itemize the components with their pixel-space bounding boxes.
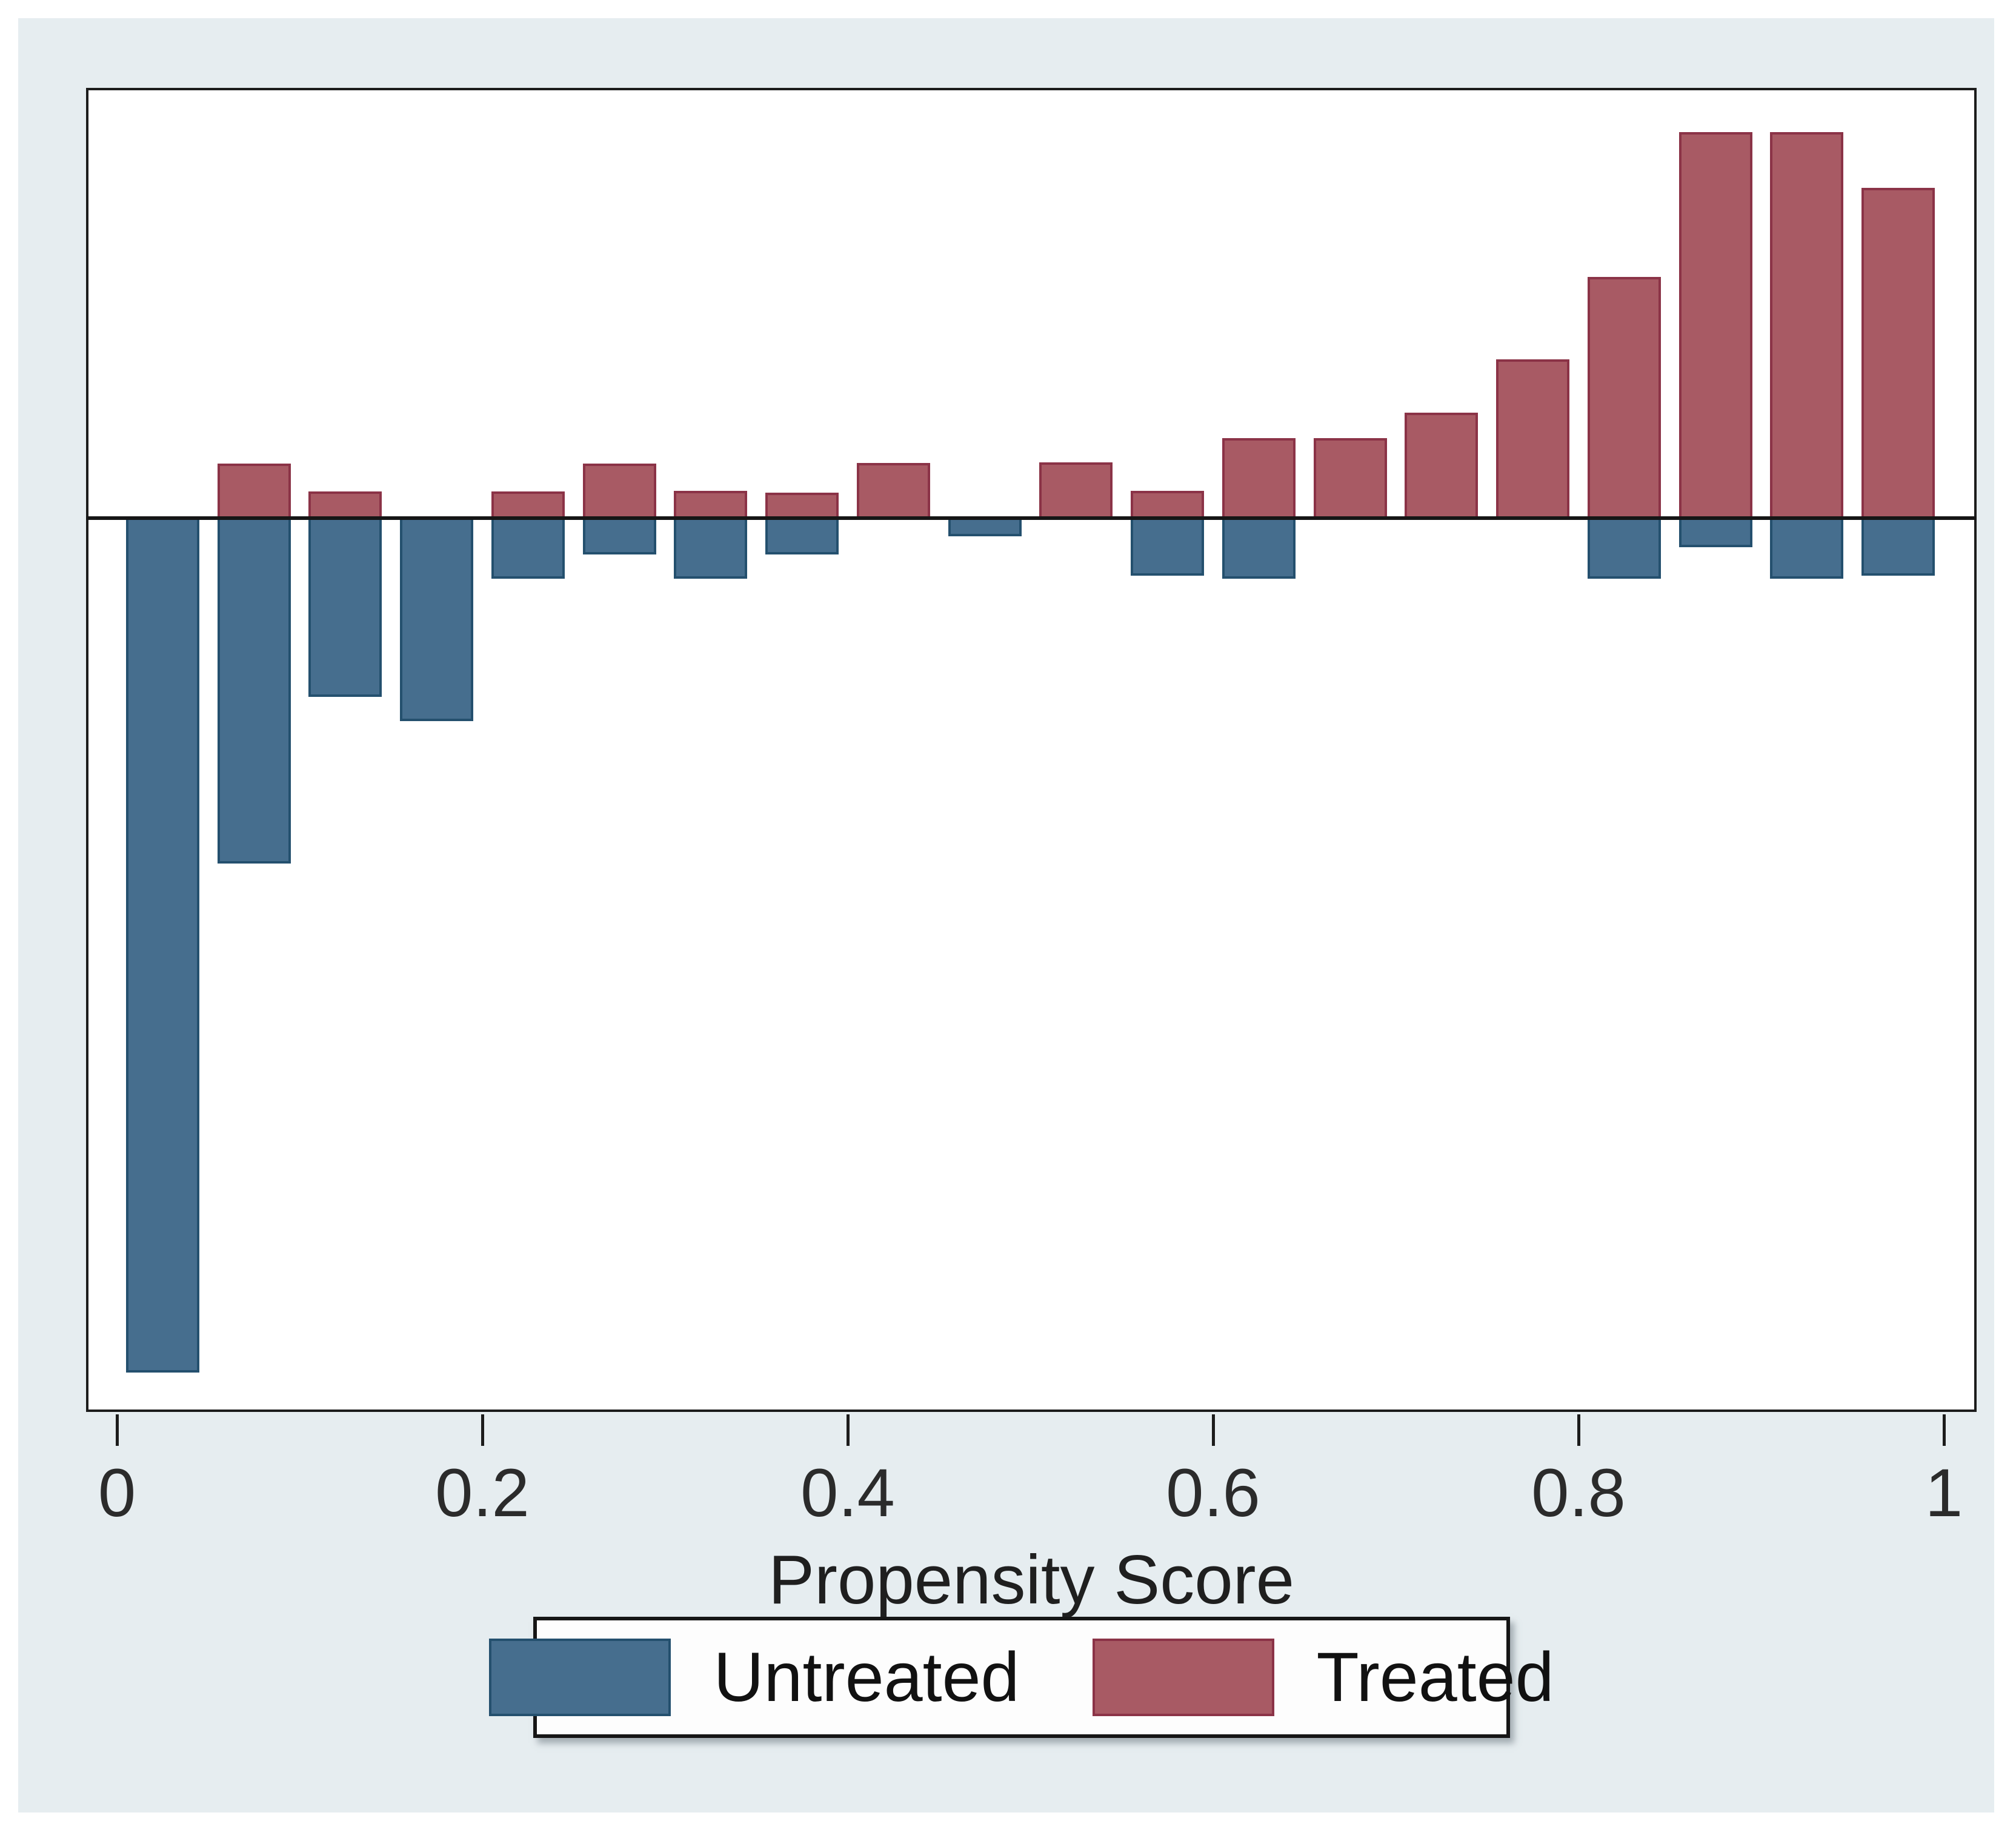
treated-bar [1039, 462, 1113, 518]
untreated-bar [1222, 518, 1296, 579]
x-axis-tick [116, 1414, 119, 1446]
treated-bar [1770, 132, 1844, 518]
x-axis-tick-label: 0 [98, 1455, 136, 1531]
treated-bar [1861, 188, 1935, 518]
untreated-bar [1861, 518, 1935, 576]
x-axis-tick [1212, 1414, 1215, 1446]
treated-bar [765, 493, 839, 518]
x-axis-tick-label: 0.4 [800, 1455, 895, 1531]
x-axis-tick [481, 1414, 484, 1446]
x-axis-tick-label: 1 [1925, 1455, 1963, 1531]
legend-item: Untreated [489, 1638, 1020, 1716]
untreated-bar [125, 518, 199, 1373]
treated-bar [1496, 359, 1570, 518]
treated-bar [491, 491, 565, 518]
x-axis-tick-label: 0.2 [435, 1455, 530, 1531]
untreated-bar [1770, 518, 1844, 579]
untreated-bar [582, 518, 656, 554]
untreated-bar [217, 518, 291, 864]
treated-bar [1131, 491, 1205, 518]
x-axis-title: Propensity Score [768, 1542, 1295, 1619]
untreated-bar [674, 518, 748, 579]
untreated-bar [948, 518, 1022, 536]
untreated-bar [765, 518, 839, 554]
untreated-bar [1131, 518, 1205, 576]
x-axis-tick-label: 0.8 [1531, 1455, 1626, 1531]
legend-label: Treated [1316, 1638, 1554, 1716]
treated-bar [217, 464, 291, 518]
legend-label: Untreated [713, 1638, 1020, 1716]
x-axis-tick [1577, 1414, 1580, 1446]
legend-item: Treated [1092, 1638, 1554, 1716]
plot-area [86, 88, 1977, 1412]
x-axis-tick [847, 1414, 850, 1446]
treated-bar [674, 491, 748, 518]
treated-bar [1313, 438, 1387, 518]
untreated-bar [491, 518, 565, 579]
treated-bar [1678, 132, 1752, 518]
zero-baseline [86, 516, 1977, 520]
treated-bar [1222, 438, 1296, 518]
treated-bar [1587, 277, 1661, 518]
untreated-bar [308, 518, 382, 697]
x-axis-tick [1943, 1414, 1946, 1446]
treated-bar [1405, 413, 1479, 518]
untreated-bar [1587, 518, 1661, 579]
x-axis-tick-label: 0.6 [1166, 1455, 1260, 1531]
untreated-bar [400, 518, 474, 721]
legend: Untreated Treated [489, 1617, 1554, 1738]
treated-bar [308, 491, 382, 518]
treated-bar [856, 463, 930, 518]
untreated-bar [1678, 518, 1752, 547]
treated-swatch [1092, 1639, 1274, 1716]
untreated-swatch [489, 1639, 671, 1716]
treated-bar [582, 464, 656, 518]
